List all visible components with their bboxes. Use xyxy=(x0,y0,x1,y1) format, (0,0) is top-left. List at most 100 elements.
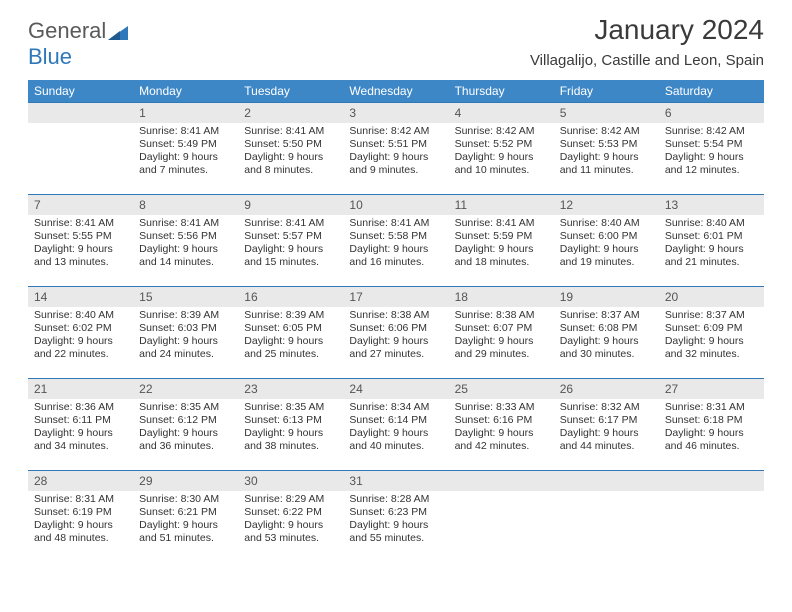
calendar-cell: 12Sunrise: 8:40 AMSunset: 6:00 PMDayligh… xyxy=(554,195,659,287)
calendar-cell xyxy=(659,471,764,563)
day-details: Sunrise: 8:41 AMSunset: 5:57 PMDaylight:… xyxy=(238,215,343,273)
calendar-cell: 26Sunrise: 8:32 AMSunset: 6:17 PMDayligh… xyxy=(554,379,659,471)
day-number: 17 xyxy=(343,287,448,307)
day-number: 29 xyxy=(133,471,238,491)
day-details: Sunrise: 8:41 AMSunset: 5:55 PMDaylight:… xyxy=(28,215,133,273)
day-number xyxy=(554,471,659,491)
calendar-cell xyxy=(449,471,554,563)
day-number: 10 xyxy=(343,195,448,215)
logo-word2: Blue xyxy=(28,44,72,69)
day-details xyxy=(554,491,659,497)
day-number xyxy=(449,471,554,491)
calendar-cell: 13Sunrise: 8:40 AMSunset: 6:01 PMDayligh… xyxy=(659,195,764,287)
weekday-header: Sunday xyxy=(28,80,133,103)
day-number: 26 xyxy=(554,379,659,399)
day-number: 18 xyxy=(449,287,554,307)
day-details: Sunrise: 8:29 AMSunset: 6:22 PMDaylight:… xyxy=(238,491,343,549)
day-number: 30 xyxy=(238,471,343,491)
day-details xyxy=(449,491,554,497)
day-number: 21 xyxy=(28,379,133,399)
calendar-cell: 3Sunrise: 8:42 AMSunset: 5:51 PMDaylight… xyxy=(343,103,448,195)
day-details: Sunrise: 8:42 AMSunset: 5:53 PMDaylight:… xyxy=(554,123,659,181)
calendar-cell: 5Sunrise: 8:42 AMSunset: 5:53 PMDaylight… xyxy=(554,103,659,195)
day-details: Sunrise: 8:37 AMSunset: 6:09 PMDaylight:… xyxy=(659,307,764,365)
weekday-header: Tuesday xyxy=(238,80,343,103)
day-number: 19 xyxy=(554,287,659,307)
calendar-cell: 19Sunrise: 8:37 AMSunset: 6:08 PMDayligh… xyxy=(554,287,659,379)
page-title: January 2024 xyxy=(594,14,764,46)
day-details: Sunrise: 8:39 AMSunset: 6:05 PMDaylight:… xyxy=(238,307,343,365)
day-details xyxy=(28,123,133,129)
day-number: 27 xyxy=(659,379,764,399)
day-number: 16 xyxy=(238,287,343,307)
day-details: Sunrise: 8:37 AMSunset: 6:08 PMDaylight:… xyxy=(554,307,659,365)
weekday-header: Monday xyxy=(133,80,238,103)
day-number: 22 xyxy=(133,379,238,399)
weekday-header: Wednesday xyxy=(343,80,448,103)
day-details: Sunrise: 8:41 AMSunset: 5:58 PMDaylight:… xyxy=(343,215,448,273)
day-details: Sunrise: 8:42 AMSunset: 5:54 PMDaylight:… xyxy=(659,123,764,181)
day-number xyxy=(659,471,764,491)
calendar-cell: 24Sunrise: 8:34 AMSunset: 6:14 PMDayligh… xyxy=(343,379,448,471)
calendar-cell: 29Sunrise: 8:30 AMSunset: 6:21 PMDayligh… xyxy=(133,471,238,563)
day-number: 20 xyxy=(659,287,764,307)
day-details: Sunrise: 8:41 AMSunset: 5:59 PMDaylight:… xyxy=(449,215,554,273)
day-details: Sunrise: 8:42 AMSunset: 5:52 PMDaylight:… xyxy=(449,123,554,181)
calendar-cell: 16Sunrise: 8:39 AMSunset: 6:05 PMDayligh… xyxy=(238,287,343,379)
calendar-cell: 27Sunrise: 8:31 AMSunset: 6:18 PMDayligh… xyxy=(659,379,764,471)
day-number: 31 xyxy=(343,471,448,491)
day-details: Sunrise: 8:38 AMSunset: 6:07 PMDaylight:… xyxy=(449,307,554,365)
day-number xyxy=(28,103,133,123)
day-details: Sunrise: 8:39 AMSunset: 6:03 PMDaylight:… xyxy=(133,307,238,365)
day-details: Sunrise: 8:33 AMSunset: 6:16 PMDaylight:… xyxy=(449,399,554,457)
calendar-cell: 7Sunrise: 8:41 AMSunset: 5:55 PMDaylight… xyxy=(28,195,133,287)
day-number: 15 xyxy=(133,287,238,307)
day-details: Sunrise: 8:31 AMSunset: 6:19 PMDaylight:… xyxy=(28,491,133,549)
calendar-cell: 17Sunrise: 8:38 AMSunset: 6:06 PMDayligh… xyxy=(343,287,448,379)
day-number: 24 xyxy=(343,379,448,399)
day-number: 12 xyxy=(554,195,659,215)
day-number: 23 xyxy=(238,379,343,399)
calendar-cell: 18Sunrise: 8:38 AMSunset: 6:07 PMDayligh… xyxy=(449,287,554,379)
weekday-header: Saturday xyxy=(659,80,764,103)
day-details: Sunrise: 8:28 AMSunset: 6:23 PMDaylight:… xyxy=(343,491,448,549)
day-number: 7 xyxy=(28,195,133,215)
day-number: 2 xyxy=(238,103,343,123)
calendar-cell: 2Sunrise: 8:41 AMSunset: 5:50 PMDaylight… xyxy=(238,103,343,195)
calendar-cell: 25Sunrise: 8:33 AMSunset: 6:16 PMDayligh… xyxy=(449,379,554,471)
day-number: 28 xyxy=(28,471,133,491)
logo: General Blue xyxy=(28,18,128,70)
day-details: Sunrise: 8:30 AMSunset: 6:21 PMDaylight:… xyxy=(133,491,238,549)
day-number: 25 xyxy=(449,379,554,399)
calendar-cell: 6Sunrise: 8:42 AMSunset: 5:54 PMDaylight… xyxy=(659,103,764,195)
day-details: Sunrise: 8:31 AMSunset: 6:18 PMDaylight:… xyxy=(659,399,764,457)
day-number: 11 xyxy=(449,195,554,215)
day-details: Sunrise: 8:41 AMSunset: 5:50 PMDaylight:… xyxy=(238,123,343,181)
day-details: Sunrise: 8:40 AMSunset: 6:02 PMDaylight:… xyxy=(28,307,133,365)
day-details: Sunrise: 8:35 AMSunset: 6:12 PMDaylight:… xyxy=(133,399,238,457)
calendar-cell: 22Sunrise: 8:35 AMSunset: 6:12 PMDayligh… xyxy=(133,379,238,471)
calendar-cell: 8Sunrise: 8:41 AMSunset: 5:56 PMDaylight… xyxy=(133,195,238,287)
calendar-cell: 31Sunrise: 8:28 AMSunset: 6:23 PMDayligh… xyxy=(343,471,448,563)
calendar-cell: 4Sunrise: 8:42 AMSunset: 5:52 PMDaylight… xyxy=(449,103,554,195)
day-details: Sunrise: 8:41 AMSunset: 5:49 PMDaylight:… xyxy=(133,123,238,181)
calendar-cell: 9Sunrise: 8:41 AMSunset: 5:57 PMDaylight… xyxy=(238,195,343,287)
calendar-cell xyxy=(554,471,659,563)
day-details: Sunrise: 8:40 AMSunset: 6:01 PMDaylight:… xyxy=(659,215,764,273)
weekday-header: Friday xyxy=(554,80,659,103)
day-details: Sunrise: 8:34 AMSunset: 6:14 PMDaylight:… xyxy=(343,399,448,457)
day-details xyxy=(659,491,764,497)
calendar-cell: 11Sunrise: 8:41 AMSunset: 5:59 PMDayligh… xyxy=(449,195,554,287)
day-details: Sunrise: 8:41 AMSunset: 5:56 PMDaylight:… xyxy=(133,215,238,273)
weekday-header: Thursday xyxy=(449,80,554,103)
day-number: 1 xyxy=(133,103,238,123)
day-number: 13 xyxy=(659,195,764,215)
calendar-table: SundayMondayTuesdayWednesdayThursdayFrid… xyxy=(28,80,764,563)
calendar-cell xyxy=(28,103,133,195)
day-details: Sunrise: 8:40 AMSunset: 6:00 PMDaylight:… xyxy=(554,215,659,273)
calendar-cell: 28Sunrise: 8:31 AMSunset: 6:19 PMDayligh… xyxy=(28,471,133,563)
logo-word1: General xyxy=(28,18,106,43)
calendar-cell: 15Sunrise: 8:39 AMSunset: 6:03 PMDayligh… xyxy=(133,287,238,379)
day-number: 6 xyxy=(659,103,764,123)
calendar-cell: 20Sunrise: 8:37 AMSunset: 6:09 PMDayligh… xyxy=(659,287,764,379)
